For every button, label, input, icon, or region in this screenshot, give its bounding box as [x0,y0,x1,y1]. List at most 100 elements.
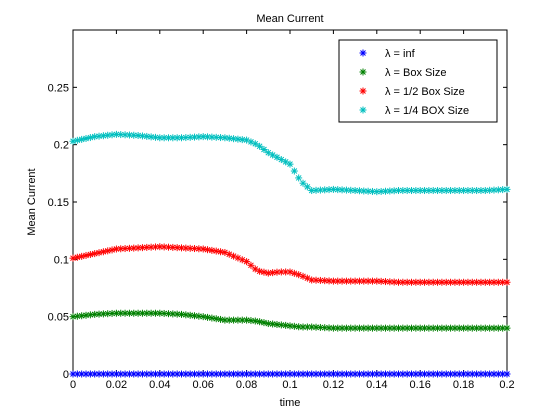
data-point [490,278,498,286]
x-tick-label: 0.02 [106,379,127,391]
data-point [273,153,281,161]
x-tick-label: 0.12 [323,379,344,391]
data-point [195,245,203,253]
legend-marker [359,49,367,57]
data-point [91,250,99,258]
data-point [477,324,485,332]
data-point [490,324,498,332]
data-point [204,370,212,378]
data-point [325,186,333,194]
data-point [373,188,381,196]
legend-entry: λ = 1/4 BOX Size [359,105,469,117]
y-axis-label: Mean Current [26,168,38,235]
x-tick-label: 0.2 [499,379,514,391]
data-point [125,370,133,378]
data-point [108,246,116,254]
series [69,243,511,286]
data-point [260,268,268,276]
data-point [473,187,481,195]
data-point [286,160,294,168]
data-point [256,267,264,275]
data-point [82,251,90,259]
data-point [156,134,164,142]
data-point [321,277,329,285]
legend-label: λ = 1/4 BOX Size [385,105,469,117]
data-point [78,252,86,260]
x-tick-label: 0.06 [192,379,213,391]
y-tick-label: 0.25 [48,82,69,94]
legend-entry: λ = Box Size [359,67,446,79]
y-tick-label: 0.1 [54,254,69,266]
data-point [290,370,298,378]
x-tick-label: 0.08 [236,379,257,391]
data-point [499,324,507,332]
legend-label: λ = 1/2 Box Size [385,86,465,98]
data-point [169,370,177,378]
data-point [260,145,268,153]
data-point [359,49,367,57]
data-point [121,131,129,139]
legend-entry: λ = 1/2 Box Size [359,86,465,98]
data-point [494,370,502,378]
data-point [95,249,103,257]
data-point [477,278,485,286]
data-point [251,317,259,325]
series [69,370,511,378]
data-point [494,186,502,194]
data-point [217,134,225,142]
data-point [421,187,429,195]
data-point [359,106,367,114]
data-point [342,324,350,332]
y-tick-label: 0.05 [48,312,69,324]
data-point [164,134,172,142]
data-point [138,370,146,378]
data-point [73,253,81,261]
x-tick-label: 0.18 [453,379,474,391]
data-point [503,278,511,286]
ticks-layer: 0 0.02 0.04 0.06 0.08 0.1 0.12 0.14 0.16 0.18 0.2 0… [48,30,515,391]
data-point [108,370,116,378]
data-point [381,324,389,332]
data-point [208,246,216,254]
data-point [269,151,277,159]
data-point [221,316,229,324]
data-point [199,313,207,321]
data-point [373,277,381,285]
data-point [299,323,307,331]
data-point [121,245,129,253]
data-point [468,324,476,332]
data-point [342,370,350,378]
x-tick-label: 0.1 [282,379,297,391]
legend-marker [359,87,367,95]
data-point [260,319,268,327]
data-point [360,324,368,332]
data-point [412,324,420,332]
data-point [86,134,94,142]
data-point [160,243,168,251]
data-point [434,370,442,378]
data-point [277,268,285,276]
data-point [403,370,411,378]
data-point [130,370,138,378]
data-point [212,315,220,323]
data-point [104,247,112,255]
data-point [217,248,225,256]
data-point [208,314,216,322]
data-point [256,370,264,378]
data-point [442,324,450,332]
data-point [178,370,185,378]
data-point [156,309,164,317]
x-tick-label: 0 [70,379,76,391]
data-point [86,251,94,259]
data-point [364,370,372,378]
y-tick-label: 0.15 [48,197,69,209]
data-point [438,187,446,195]
data-point [395,278,402,286]
data-point [99,248,107,256]
data-point [217,315,225,323]
x-tick-label: 0.14 [366,379,387,391]
data-point [69,137,77,145]
data-point [125,131,133,139]
data-point [199,370,207,378]
